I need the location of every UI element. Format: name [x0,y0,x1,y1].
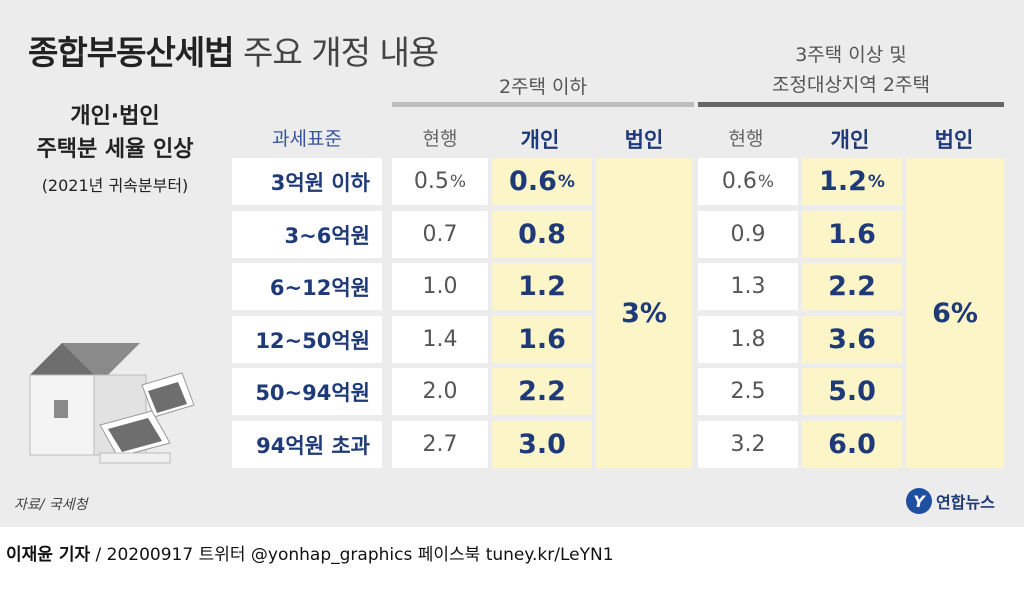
yonhap-logo: Y 연합뉴스 [906,488,995,514]
percent-suffix: % [867,171,885,192]
group2-label-line1: 3주택 이상 및 [795,44,907,66]
header-g2-corporate: 법인 [934,128,974,152]
row-g2-individual: 3.6 [802,316,902,363]
row-g2-current: 0.6% [698,158,798,205]
row-bracket: 3~6억원 [232,211,382,258]
infographic-panel: 종합부동산세법 주요 개정 내용 개인·법인 주택분 세율 인상 (2021년 … [0,0,1024,527]
row-bracket: 50~94억원 [232,368,382,415]
row-g1-current: 0.7 [392,211,488,258]
row-g2-individual: 5.0 [802,368,902,415]
row-g1-current: 1.4 [392,316,488,363]
source-note: 자료/ 국세청 [14,497,88,513]
row-g2-current: 3.2 [698,421,798,468]
row-g2-current: 1.8 [698,316,798,363]
page-title: 종합부동산세법 주요 개정 내용 [28,33,439,72]
row-g1-current: 2.0 [392,368,488,415]
row-g2-current: 1.3 [698,263,798,310]
header-g1-individual: 개인 [520,128,560,152]
row-g2-individual: 1.6 [802,211,902,258]
group1-rule [392,102,694,107]
g1-corporate-rate: 3% [596,158,692,468]
row-g1-current: 0.5% [392,158,488,205]
header-g1-current: 현행 [422,128,458,150]
house-money-icon [29,343,195,464]
row-g1-individual: 2.2 [492,368,592,415]
g2-corporate-rate: 6% [906,158,1004,468]
row-g1-individual: 1.6 [492,316,592,363]
logo-mark: Y [906,488,932,514]
group2-label-line2: 조정대상지역 2주택 [772,74,930,96]
percent-suffix: % [557,171,575,192]
row-g2-current: 2.5 [698,368,798,415]
footer-credit: 이재윤 기자 / 20200917 트위터 @yonhap_graphics 페… [6,545,614,565]
group1-label: 2주택 이하 [498,76,588,98]
row-g1-individual: 0.6% [492,158,592,205]
row-bracket: 12~50억원 [232,316,382,363]
row-g2-current: 0.9 [698,211,798,258]
row-g1-individual: 1.2 [492,263,592,310]
logo-text: 연합뉴스 [936,493,995,512]
row-g2-individual: 1.2% [802,158,902,205]
percent-suffix: % [449,171,467,192]
side-note-line2: 주택분 세율 인상 [36,137,194,162]
percent-suffix: % [757,171,775,192]
group2-rule [698,102,1004,107]
row-bracket: 94억원 초과 [232,421,382,468]
row-g1-individual: 3.0 [492,421,592,468]
row-g1-current: 2.7 [392,421,488,468]
row-g2-individual: 6.0 [802,421,902,468]
row-g1-individual: 0.8 [492,211,592,258]
header-standard: 과세표준 [272,128,342,150]
side-note-line3: (2021년 귀속분부터) [41,176,189,195]
header-g1-corporate: 법인 [624,128,664,152]
row-g1-current: 1.0 [392,263,488,310]
row-g2-individual: 2.2 [802,263,902,310]
header-g2-current: 현행 [728,128,764,150]
side-note-line1: 개인·법인 [70,104,160,129]
row-bracket: 3억원 이하 [232,158,382,205]
row-bracket: 6~12억원 [232,263,382,310]
header-g2-individual: 개인 [830,128,870,152]
